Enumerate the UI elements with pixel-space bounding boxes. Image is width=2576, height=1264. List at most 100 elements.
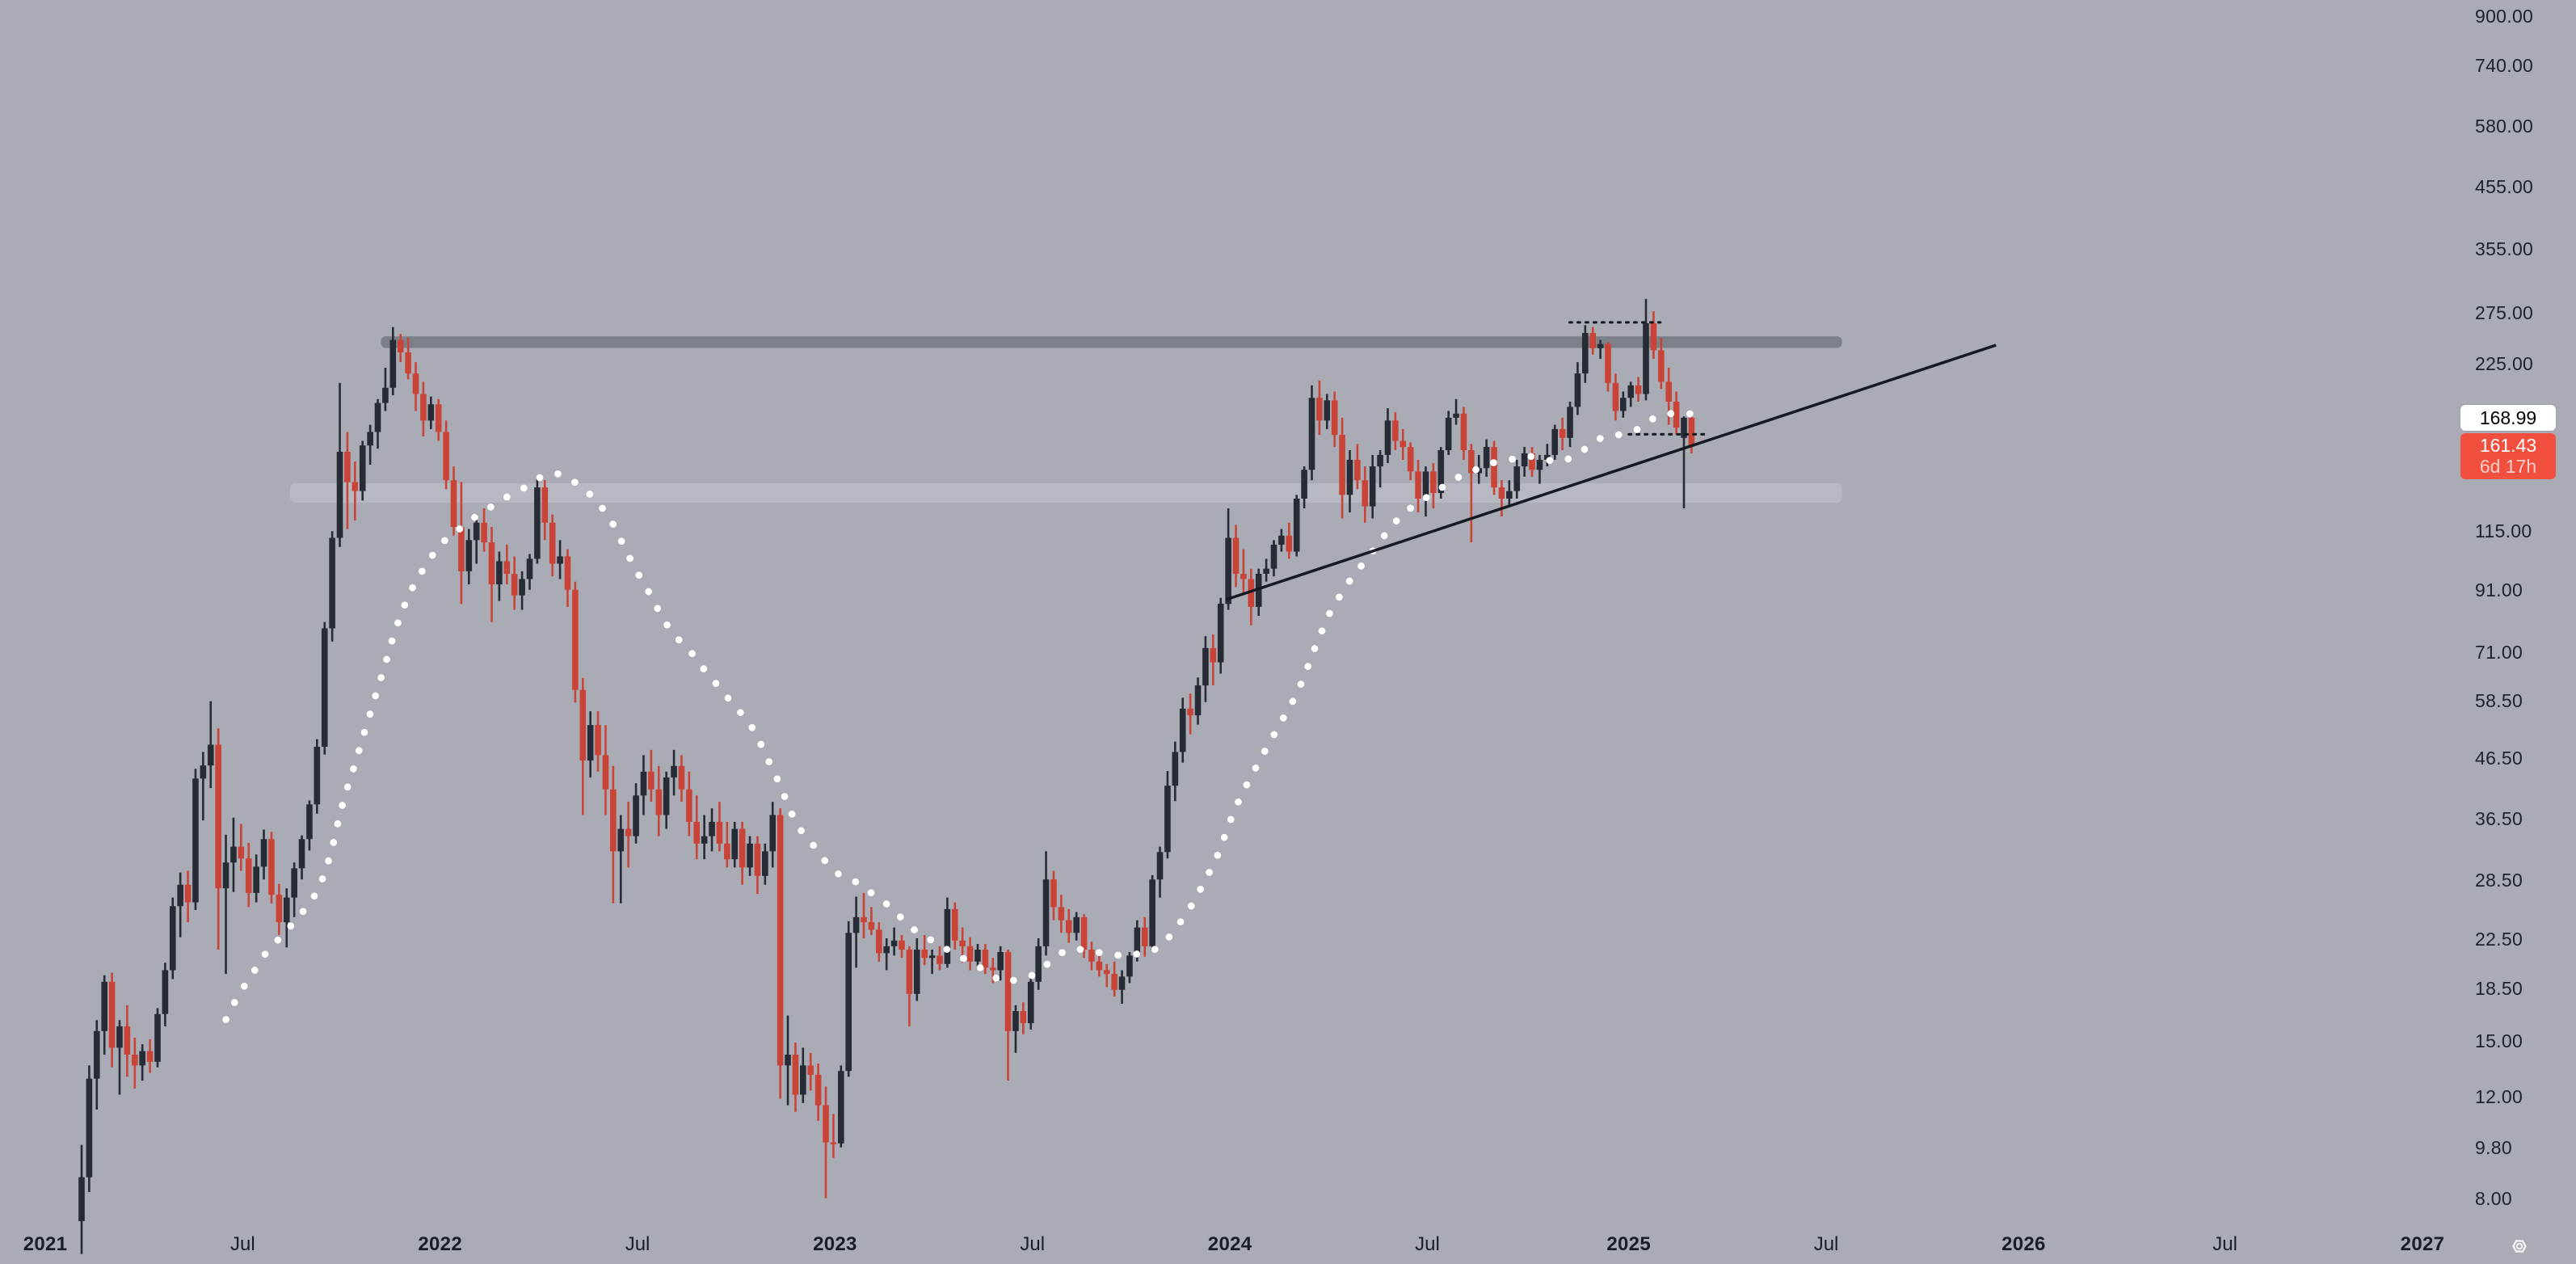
- candle-body-up: [526, 558, 533, 579]
- candle-body-up: [139, 1051, 145, 1066]
- candle-body-up: [1483, 447, 1490, 469]
- candle-body-down: [481, 522, 487, 543]
- candle-body-up: [389, 339, 397, 388]
- candle-body-down: [1392, 420, 1399, 441]
- time-axis-tick: Jul: [1020, 1233, 1046, 1255]
- time-axis-tick: 2026: [2001, 1233, 2046, 1255]
- ascending-trendline: [1225, 343, 1997, 601]
- candle-body-up: [1179, 708, 1186, 752]
- candle-body-up: [890, 940, 898, 946]
- candle-body-up: [329, 537, 335, 629]
- candle-body-up: [1149, 879, 1155, 946]
- candle-body-up: [496, 561, 503, 585]
- candle-body-down: [1187, 708, 1193, 716]
- candle-body-down: [1111, 974, 1118, 990]
- candle-body-up: [1217, 603, 1224, 663]
- candle-body-down: [959, 940, 966, 946]
- candle-body-down: [268, 839, 275, 895]
- candle-body-up: [557, 556, 563, 564]
- candle-body-up: [762, 851, 768, 876]
- candle-body-down: [1650, 323, 1657, 351]
- time-axis-tick: 2022: [418, 1233, 462, 1255]
- candle-body-up: [671, 765, 677, 777]
- candle-wick: [931, 950, 933, 975]
- last-price-value: 161.43: [2479, 435, 2537, 456]
- candle-body-down: [276, 895, 283, 923]
- candle-body-down: [511, 574, 518, 596]
- candle-body-up: [845, 933, 852, 1072]
- candle-body-down: [1080, 916, 1088, 950]
- time-axis-tick: Jul: [1813, 1233, 1839, 1255]
- time-axis-tick: 2024: [1207, 1233, 1252, 1255]
- candle-body-down: [754, 843, 761, 876]
- candle-body-down: [1559, 428, 1566, 438]
- candle-body-up: [663, 777, 670, 815]
- candle-body-down: [1020, 1011, 1027, 1024]
- candle-body-up: [192, 778, 199, 903]
- candle-body-down: [1004, 951, 1012, 1031]
- candle-body-up: [701, 836, 708, 844]
- candle-body-up: [359, 445, 366, 491]
- candle-body-down: [572, 589, 579, 690]
- candle-body-down: [716, 821, 723, 844]
- price-axis-tick: 355.00: [2475, 238, 2534, 260]
- candle-body-up: [321, 628, 328, 747]
- candle-body-up: [1681, 417, 1687, 438]
- candle-body-down: [564, 556, 571, 590]
- candle-body-down: [1141, 927, 1148, 946]
- candle-body-up: [1597, 343, 1604, 348]
- candle-body-up: [1202, 647, 1209, 686]
- candle-body-down: [1468, 449, 1475, 474]
- candle-body-down: [648, 771, 655, 790]
- candle-body-down: [1354, 459, 1361, 481]
- candle-body-up: [1012, 1011, 1019, 1031]
- candle-body-down: [1316, 398, 1323, 421]
- candle-body-up: [1377, 454, 1383, 467]
- candle-body-up: [944, 908, 951, 964]
- candle-body-up: [1574, 373, 1581, 407]
- candle-body-down: [792, 1054, 799, 1095]
- candle-body-down: [420, 394, 427, 421]
- candle-body-down: [1088, 950, 1095, 962]
- candle-body-up: [709, 821, 715, 836]
- candle-body-down: [1673, 401, 1680, 428]
- price-scale-settings-icon[interactable]: [2505, 1232, 2534, 1261]
- candle-body-down: [921, 950, 928, 959]
- candle-wick: [1105, 963, 1109, 988]
- candle-body-up: [633, 795, 639, 836]
- candle-body-down: [412, 373, 419, 394]
- candle-body-down: [693, 821, 701, 844]
- candle-body-down: [397, 339, 404, 353]
- candle-body-up: [1582, 332, 1589, 374]
- candle-body-down: [1415, 471, 1421, 499]
- price-axis-tick: 71.00: [2475, 641, 2523, 663]
- price-axis-tick: 9.80: [2475, 1136, 2512, 1158]
- candle-body-down: [1248, 579, 1255, 607]
- candle-body-up: [382, 387, 389, 403]
- candle-body-down: [610, 789, 617, 852]
- candle-body-up: [1643, 323, 1649, 394]
- price-axis-tick: 115.00: [2475, 520, 2532, 542]
- candle-body-up: [427, 404, 435, 421]
- candle-body-up: [306, 804, 313, 840]
- candle-body-up: [374, 402, 381, 432]
- candle-wick: [118, 1020, 121, 1095]
- candle-wick: [1242, 549, 1245, 596]
- candle-body-up: [86, 1078, 93, 1178]
- candle-body-up: [1134, 927, 1141, 956]
- resistance-zone: [381, 336, 1842, 348]
- candle-body-up: [116, 1026, 123, 1048]
- candle-body-up: [465, 540, 473, 571]
- candle-body-up: [769, 815, 777, 852]
- candle-body-up: [587, 725, 594, 761]
- candle-body-down: [982, 950, 989, 968]
- time-axis-tick: 2025: [1606, 1233, 1651, 1255]
- candle-body-up: [473, 522, 480, 541]
- candle-body-down: [1430, 471, 1437, 493]
- candle-body-down: [1605, 343, 1611, 383]
- candle-body-down: [1050, 879, 1057, 908]
- candle-body-down: [724, 843, 730, 860]
- bar-countdown: 6d 17h: [2479, 456, 2537, 477]
